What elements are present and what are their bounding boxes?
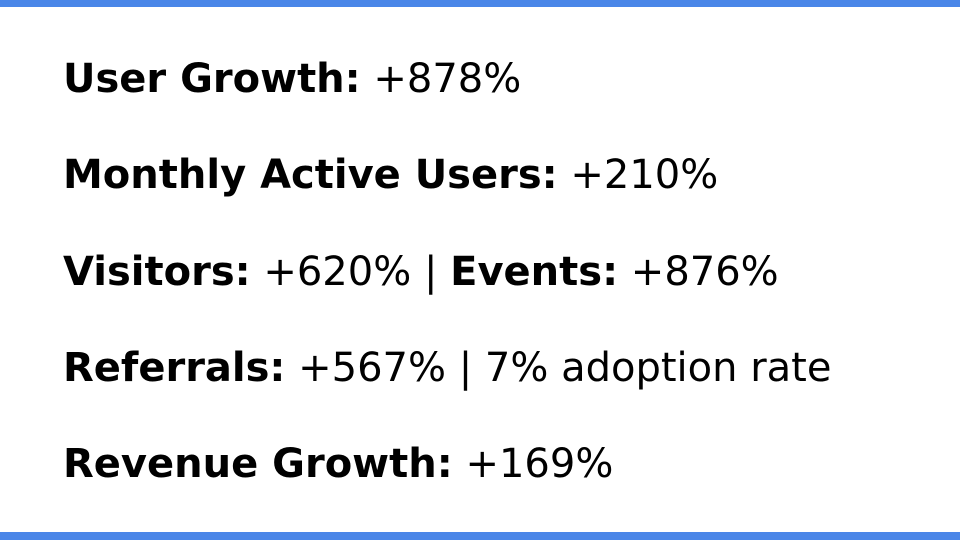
metric-value: +620% <box>263 249 412 295</box>
metric-value: +567% | 7% adoption rate <box>298 345 832 391</box>
separator: | <box>423 249 438 295</box>
metric-line: User Growth: +878% <box>63 51 521 107</box>
bottom-bar <box>0 532 960 540</box>
metric-label: User Growth: <box>63 56 361 102</box>
top-bar <box>0 0 960 7</box>
metric-value: +876% <box>630 249 779 295</box>
metric-label: Visitors: <box>63 249 251 295</box>
metric-label: Revenue Growth: <box>63 441 453 487</box>
metric-value: +210% <box>570 152 719 198</box>
metric-value: +169% <box>465 441 614 487</box>
metric-line: Monthly Active Users: +210% <box>63 147 718 203</box>
metric-value: +878% <box>373 56 522 102</box>
metric-line: Referrals: +567% | 7% adoption rate <box>63 340 831 396</box>
metric-label: Referrals: <box>63 345 286 391</box>
metric-line: Revenue Growth: +169% <box>63 436 613 492</box>
metric-label: Events: <box>450 249 619 295</box>
metric-label: Monthly Active Users: <box>63 152 558 198</box>
metric-line: Visitors: +620% | Events: +876% <box>63 244 779 300</box>
